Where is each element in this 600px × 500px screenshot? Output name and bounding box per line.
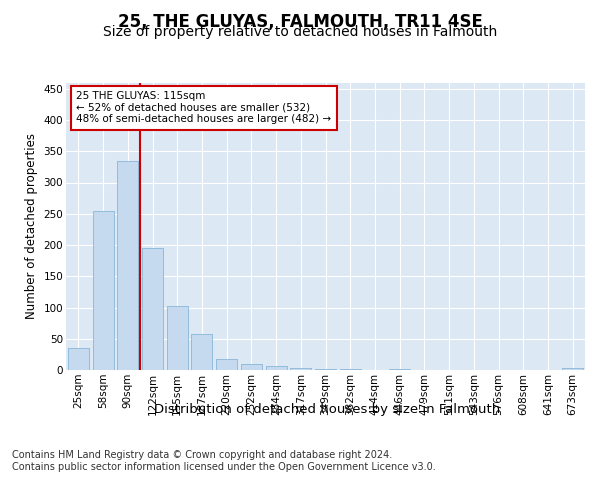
Bar bbox=[191, 334, 212, 370]
Bar bbox=[117, 160, 138, 370]
Bar bbox=[216, 359, 237, 370]
Bar bbox=[167, 306, 188, 370]
Text: Size of property relative to detached houses in Falmouth: Size of property relative to detached ho… bbox=[103, 25, 497, 39]
Bar bbox=[290, 368, 311, 370]
Bar bbox=[266, 366, 287, 370]
Text: Contains HM Land Registry data © Crown copyright and database right 2024.
Contai: Contains HM Land Registry data © Crown c… bbox=[12, 450, 436, 471]
Text: 25 THE GLUYAS: 115sqm
← 52% of detached houses are smaller (532)
48% of semi-det: 25 THE GLUYAS: 115sqm ← 52% of detached … bbox=[76, 91, 332, 124]
Bar bbox=[68, 348, 89, 370]
Bar bbox=[92, 210, 113, 370]
Text: 25, THE GLUYAS, FALMOUTH, TR11 4SE: 25, THE GLUYAS, FALMOUTH, TR11 4SE bbox=[118, 12, 482, 30]
Text: Distribution of detached houses by size in Falmouth: Distribution of detached houses by size … bbox=[154, 402, 500, 415]
Bar bbox=[562, 368, 583, 370]
Bar bbox=[315, 369, 336, 370]
Y-axis label: Number of detached properties: Number of detached properties bbox=[25, 133, 38, 320]
Bar bbox=[142, 248, 163, 370]
Bar bbox=[241, 364, 262, 370]
